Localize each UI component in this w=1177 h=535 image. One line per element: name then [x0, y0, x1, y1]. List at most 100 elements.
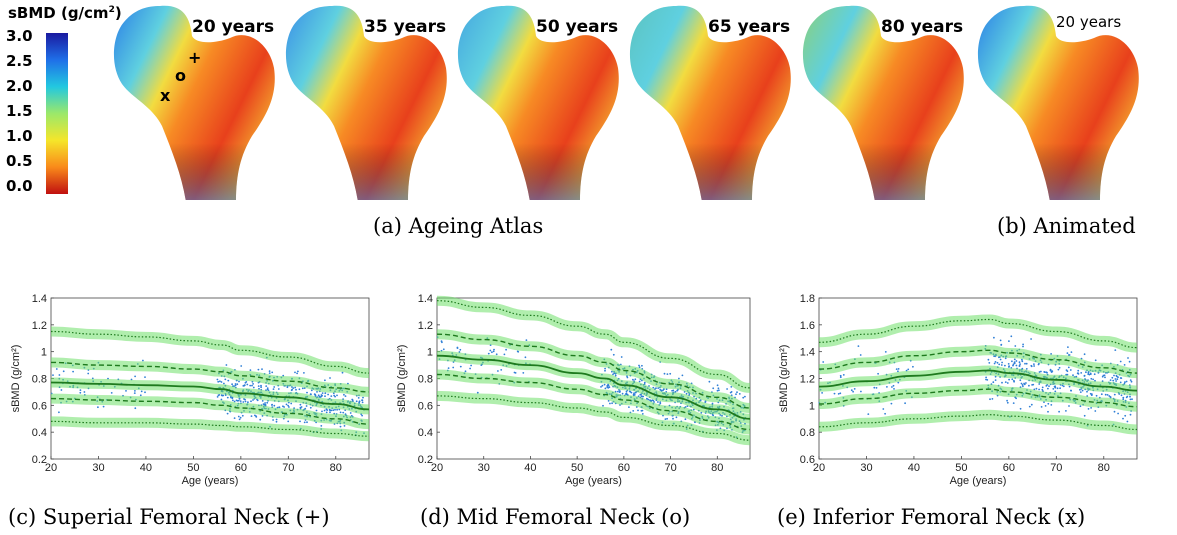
caption-superior-neck: (c) Superial Femoral Neck (+): [8, 505, 330, 529]
centile-curve: [818, 388, 1138, 408]
data-point: [361, 414, 363, 417]
data-point: [1047, 410, 1049, 413]
data-point: [1046, 384, 1049, 386]
data-point: [1079, 388, 1081, 391]
data-point: [897, 368, 900, 370]
data-point: [236, 383, 239, 386]
data-point: [268, 372, 271, 374]
data-point: [1054, 386, 1056, 389]
data-point: [1080, 372, 1083, 374]
data-point: [216, 378, 219, 381]
data-point: [992, 381, 995, 384]
data-point: [277, 388, 280, 390]
data-point: [1033, 365, 1035, 367]
data-point: [1126, 420, 1129, 423]
data-point: [237, 415, 240, 418]
data-point: [222, 394, 225, 397]
data-point: [600, 386, 602, 388]
data-point: [1086, 390, 1088, 393]
data-point: [985, 378, 987, 381]
data-point: [1124, 381, 1126, 384]
data-point: [256, 399, 259, 402]
data-point: [239, 416, 242, 419]
centile-curve: [436, 373, 751, 431]
y-tick-label: 1: [809, 400, 815, 412]
data-point: [1077, 369, 1080, 372]
data-point: [244, 381, 247, 384]
data-point: [700, 411, 703, 414]
data-point: [327, 393, 329, 396]
data-point: [1123, 382, 1126, 385]
data-point: [1093, 373, 1096, 376]
data-point: [238, 398, 241, 400]
data-point: [632, 378, 634, 381]
data-point: [1051, 370, 1054, 373]
data-point: [1066, 373, 1069, 376]
femur-age-label: 35 years: [364, 17, 447, 37]
data-point: [260, 386, 262, 389]
data-point: [675, 416, 678, 419]
data-point: [1068, 385, 1071, 388]
data-point: [852, 390, 854, 393]
data-point: [295, 388, 297, 391]
data-point: [249, 384, 252, 387]
x-tick-label: 80: [711, 462, 723, 474]
data-point: [1021, 384, 1024, 386]
data-point: [294, 371, 296, 374]
data-point: [857, 345, 860, 347]
data-point: [1095, 394, 1098, 397]
data-point: [1083, 353, 1086, 356]
data-point: [476, 391, 479, 394]
data-point: [877, 372, 879, 375]
centile-curve: [436, 300, 751, 389]
data-point: [142, 359, 144, 362]
data-point: [273, 404, 276, 407]
data-point: [1066, 352, 1069, 354]
data-point: [1007, 363, 1010, 365]
data-point: [361, 399, 363, 402]
data-point: [493, 348, 495, 351]
y-axis-label: sBMD (g/cm²): [10, 345, 22, 413]
centile-curve: [436, 395, 751, 441]
colorbar-tick: 0.0: [6, 177, 33, 195]
data-point: [58, 374, 61, 376]
data-point: [334, 408, 336, 411]
y-tick-label: 1.4: [800, 347, 815, 359]
data-point: [611, 370, 613, 373]
data-point: [1094, 410, 1097, 412]
data-point: [1113, 374, 1115, 377]
data-point: [339, 411, 342, 414]
data-point: [1038, 383, 1041, 385]
data-point: [608, 386, 611, 389]
data-point: [266, 387, 269, 390]
data-point: [712, 414, 715, 417]
data-point: [343, 425, 346, 427]
data-point: [297, 370, 299, 373]
data-point: [1030, 338, 1032, 340]
data-point: [333, 394, 335, 397]
data-point: [271, 371, 274, 374]
data-point: [744, 395, 746, 398]
data-point: [1128, 360, 1131, 363]
data-point: [619, 390, 621, 392]
data-point: [1088, 373, 1091, 376]
data-point: [1022, 385, 1024, 388]
data-point: [1033, 363, 1035, 365]
data-point: [993, 362, 996, 365]
data-point: [1047, 402, 1050, 405]
data-point: [1125, 380, 1128, 383]
data-point: [1010, 335, 1013, 338]
y-tick-label: 1.4: [32, 293, 47, 305]
data-point: [1021, 360, 1024, 363]
caption-mid-neck: (d) Mid Femoral Neck (o): [420, 505, 691, 529]
data-point: [721, 414, 723, 417]
femur-age-label: 20 years: [192, 17, 275, 37]
data-point: [1114, 349, 1117, 351]
data-point: [1035, 387, 1038, 390]
data-point: [989, 398, 991, 401]
data-point: [275, 420, 278, 423]
data-point: [358, 400, 361, 403]
x-tick-label: 60: [618, 462, 630, 474]
data-point: [491, 351, 493, 354]
data-point: [1104, 376, 1106, 379]
